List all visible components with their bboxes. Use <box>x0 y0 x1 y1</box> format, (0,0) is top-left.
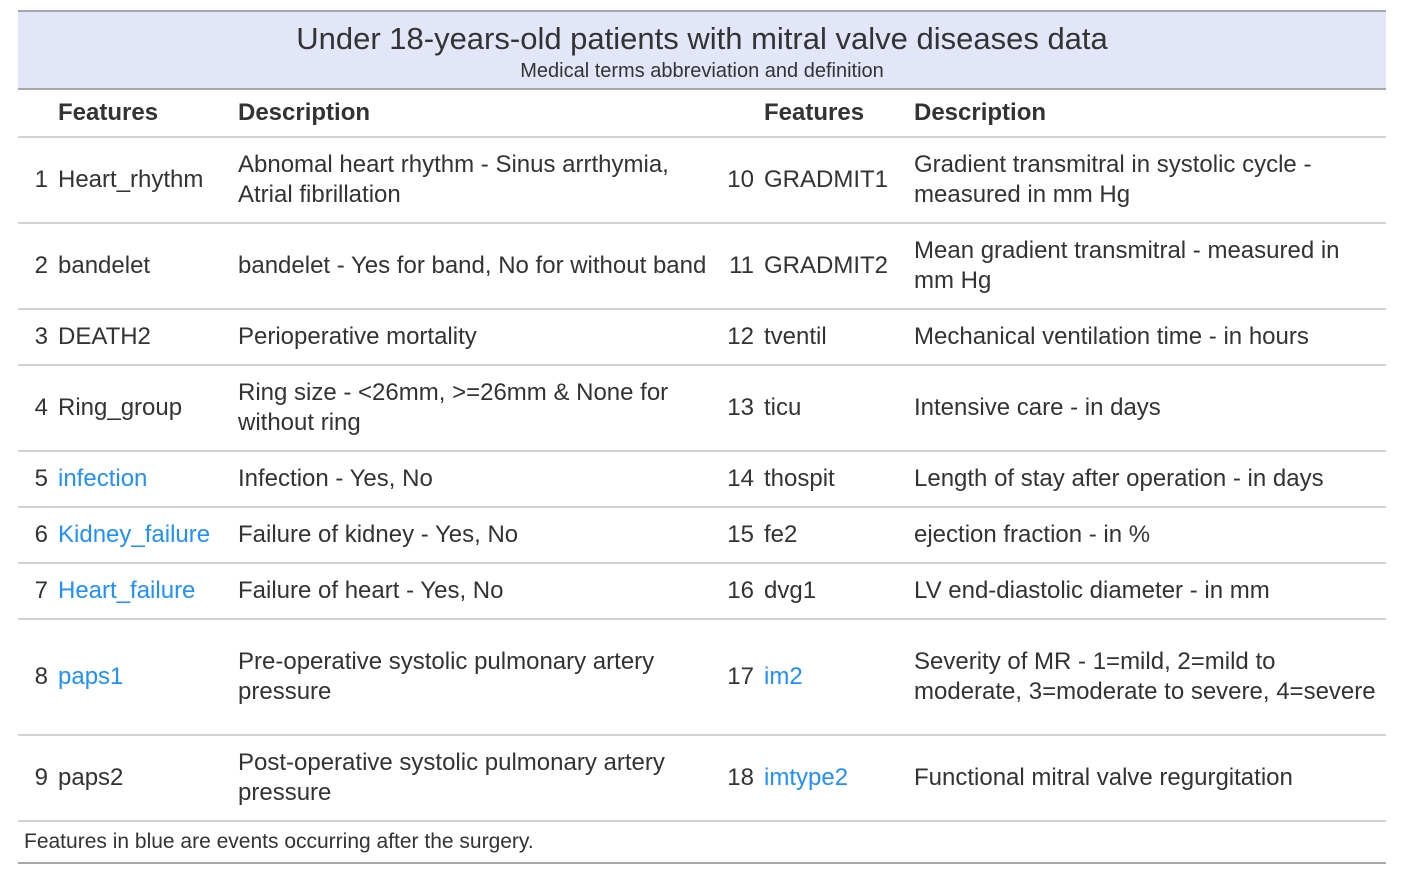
header-features-right: Features <box>764 90 914 138</box>
row-number-right: 17 <box>712 619 764 736</box>
row-number-left: 2 <box>18 223 58 310</box>
table-row: 7 Heart_failure Failure of heart - Yes, … <box>18 563 1386 620</box>
row-number-right: 16 <box>712 563 764 620</box>
feature-name-left: paps2 <box>58 735 238 822</box>
feature-description-right: Intensive care - in days <box>914 365 1386 452</box>
feature-description-right: Gradient transmitral in systolic cycle -… <box>914 137 1386 224</box>
feature-name-left: Heart_rhythm <box>58 137 238 224</box>
feature-description-left: Infection - Yes, No <box>238 451 712 508</box>
table-row: 5 infection Infection - Yes, No 14 thosp… <box>18 451 1386 508</box>
feature-description-left: Abnomal heart rhythm - Sinus arrthymia, … <box>238 137 712 224</box>
feature-description-right: Mechanical ventilation time - in hours <box>914 309 1386 366</box>
feature-name-left: bandelet <box>58 223 238 310</box>
feature-description-right: Functional mitral valve regurgitation <box>914 735 1386 822</box>
feature-description-left: Ring size - <26mm, >=26mm & None for wit… <box>238 365 712 452</box>
feature-description-right: Severity of MR - 1=mild, 2=mild to moder… <box>914 619 1386 736</box>
row-number-left: 7 <box>18 563 58 620</box>
table-row: 6 Kidney_failure Failure of kidney - Yes… <box>18 507 1386 564</box>
feature-description-left: Failure of heart - Yes, No <box>238 563 712 620</box>
table-header-row: Features Description Features Descriptio… <box>18 90 1386 138</box>
data-table-container: Under 18-years-old patients with mitral … <box>18 10 1386 864</box>
feature-name-right: GRADMIT1 <box>764 137 914 224</box>
table-row: 1 Heart_rhythm Abnomal heart rhythm - Si… <box>18 137 1386 224</box>
feature-description-right: Mean gradient transmitral - measured in … <box>914 223 1386 310</box>
table-title-block: Under 18-years-old patients with mitral … <box>18 10 1386 90</box>
feature-description-left: Perioperative mortality <box>238 309 712 366</box>
header-number-right <box>712 90 764 138</box>
row-number-right: 14 <box>712 451 764 508</box>
row-number-right: 10 <box>712 137 764 224</box>
feature-description-left: Post-operative systolic pulmonary artery… <box>238 735 712 822</box>
feature-description-right: ejection fraction - in % <box>914 507 1386 564</box>
feature-name-right: thospit <box>764 451 914 508</box>
row-number-right: 18 <box>712 735 764 822</box>
feature-description-left: bandelet - Yes for band, No for without … <box>238 223 712 310</box>
row-number-left: 3 <box>18 309 58 366</box>
table-subtitle: Medical terms abbreviation and definitio… <box>520 60 884 82</box>
row-number-right: 13 <box>712 365 764 452</box>
feature-name-right: tventil <box>764 309 914 366</box>
features-table: Features Description Features Descriptio… <box>18 90 1386 822</box>
feature-name-right: ticu <box>764 365 914 452</box>
table-footnote: Features in blue are events occurring af… <box>18 822 1386 864</box>
table-row: 8 paps1 Pre-operative systolic pulmonary… <box>18 619 1386 736</box>
row-number-right: 11 <box>712 223 764 310</box>
feature-name-left: DEATH2 <box>58 309 238 366</box>
row-number-left: 8 <box>18 619 58 736</box>
header-features-left: Features <box>58 90 238 138</box>
row-number-left: 1 <box>18 137 58 224</box>
feature-name-left: Kidney_failure <box>58 507 238 564</box>
feature-description-left: Pre-operative systolic pulmonary artery … <box>238 619 712 736</box>
feature-name-right: imtype2 <box>764 735 914 822</box>
feature-name-left: paps1 <box>58 619 238 736</box>
table-row: 2 bandelet bandelet - Yes for band, No f… <box>18 223 1386 310</box>
feature-description-right: Length of stay after operation - in days <box>914 451 1386 508</box>
feature-description-left: Failure of kidney - Yes, No <box>238 507 712 564</box>
feature-name-right: GRADMIT2 <box>764 223 914 310</box>
row-number-right: 15 <box>712 507 764 564</box>
feature-name-left: Ring_group <box>58 365 238 452</box>
row-number-left: 4 <box>18 365 58 452</box>
feature-name-right: dvg1 <box>764 563 914 620</box>
header-number-left <box>18 90 58 138</box>
table-row: 4 Ring_group Ring size - <26mm, >=26mm &… <box>18 365 1386 452</box>
feature-name-right: im2 <box>764 619 914 736</box>
row-number-left: 6 <box>18 507 58 564</box>
feature-name-right: fe2 <box>764 507 914 564</box>
header-description-left: Description <box>238 90 712 138</box>
table-row: 3 DEATH2 Perioperative mortality 12 tven… <box>18 309 1386 366</box>
header-description-right: Description <box>914 90 1386 138</box>
row-number-right: 12 <box>712 309 764 366</box>
row-number-left: 9 <box>18 735 58 822</box>
feature-description-right: LV end-diastolic diameter - in mm <box>914 563 1386 620</box>
feature-name-left: infection <box>58 451 238 508</box>
table-title: Under 18-years-old patients with mitral … <box>296 21 1108 56</box>
feature-name-left: Heart_failure <box>58 563 238 620</box>
row-number-left: 5 <box>18 451 58 508</box>
table-row: 9 paps2 Post-operative systolic pulmonar… <box>18 735 1386 822</box>
